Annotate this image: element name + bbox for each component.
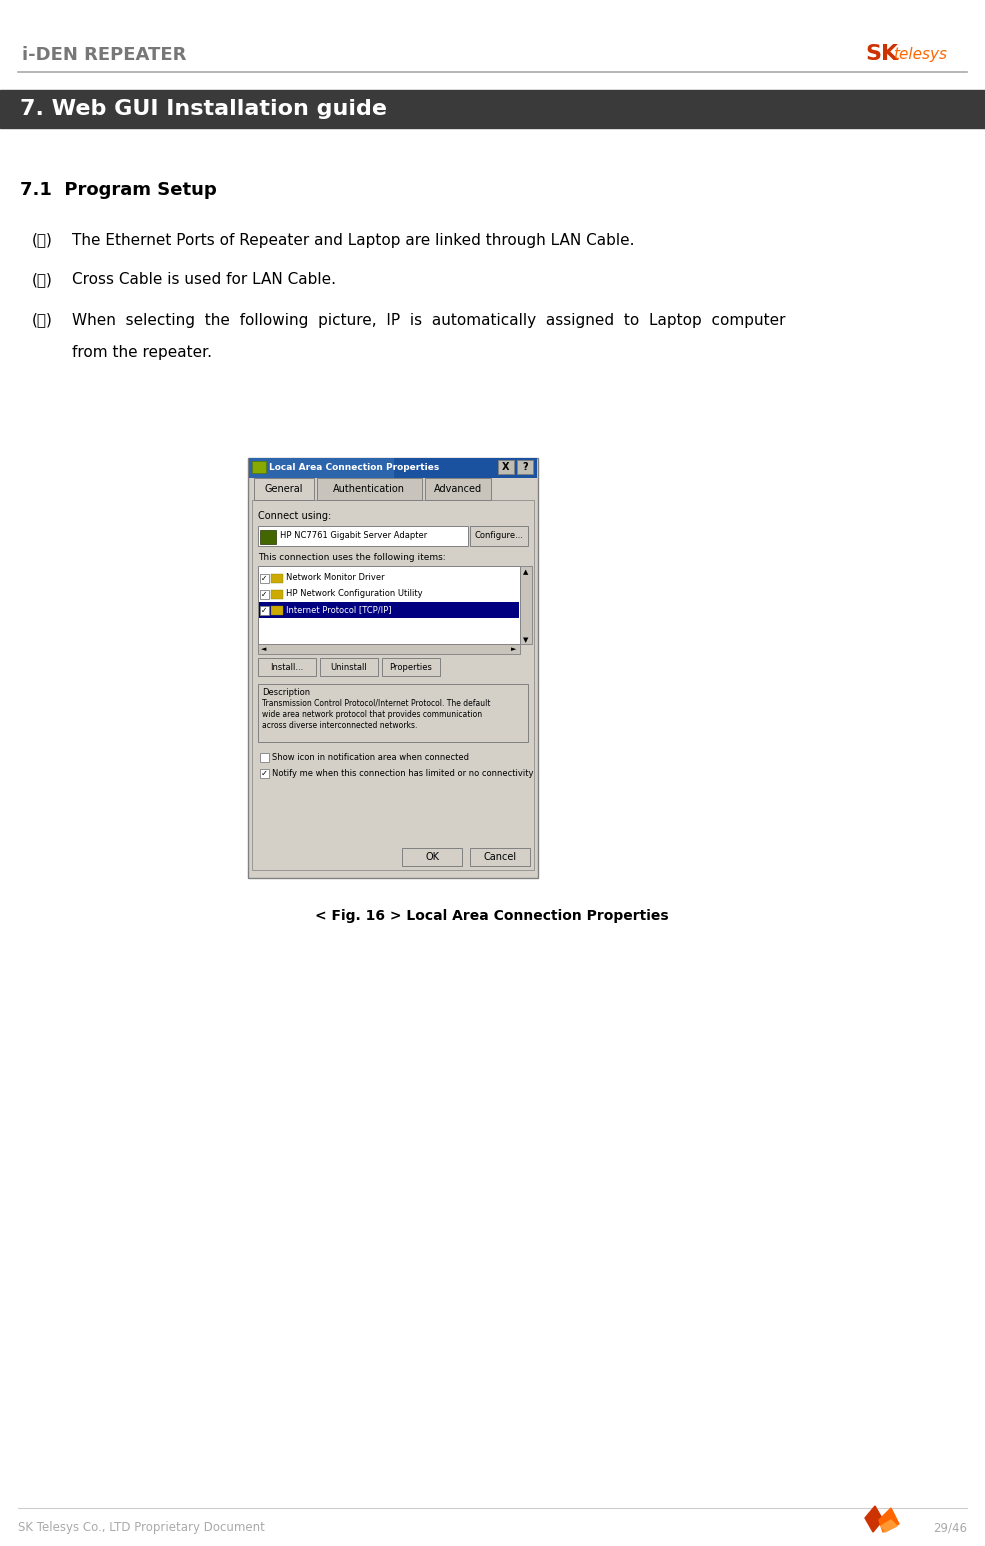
Text: When  selecting  the  following  picture,  IP  is  automatically  assigned  to  : When selecting the following picture, IP… xyxy=(72,312,785,328)
Bar xyxy=(252,461,266,473)
Text: Cancel: Cancel xyxy=(484,852,516,863)
Text: telesys: telesys xyxy=(893,46,947,62)
Text: i-DEN REPEATER: i-DEN REPEATER xyxy=(22,46,186,63)
Polygon shape xyxy=(879,1507,899,1532)
Text: (３): (３) xyxy=(32,312,53,328)
Bar xyxy=(258,526,468,546)
Text: from the repeater.: from the repeater. xyxy=(72,345,212,360)
Bar xyxy=(249,458,537,478)
Text: 7.1  Program Setup: 7.1 Program Setup xyxy=(20,181,217,199)
Text: (１): (１) xyxy=(32,232,53,247)
Text: This connection uses the following items:: This connection uses the following items… xyxy=(258,553,445,563)
Bar xyxy=(520,566,532,645)
Bar xyxy=(271,606,283,615)
Bar xyxy=(470,849,530,866)
Bar xyxy=(402,849,462,866)
Text: HP NC7761 Gigabit Server Adapter: HP NC7761 Gigabit Server Adapter xyxy=(280,532,427,541)
Polygon shape xyxy=(881,1520,897,1532)
Text: 7. Web GUI Installation guide: 7. Web GUI Installation guide xyxy=(20,99,387,119)
Text: Cross Cable is used for LAN Cable.: Cross Cable is used for LAN Cable. xyxy=(72,272,336,288)
Text: OK: OK xyxy=(425,852,439,863)
Bar xyxy=(470,526,528,546)
Bar xyxy=(260,753,269,762)
Text: < Fig. 16 > Local Area Connection Properties: < Fig. 16 > Local Area Connection Proper… xyxy=(315,909,669,923)
Text: wide area network protocol that provides communication: wide area network protocol that provides… xyxy=(262,710,482,719)
Text: Uninstall: Uninstall xyxy=(331,663,367,671)
Bar xyxy=(320,659,378,676)
Bar xyxy=(271,591,283,598)
Bar xyxy=(271,574,283,583)
Bar xyxy=(260,768,269,778)
Bar xyxy=(252,499,534,870)
Bar xyxy=(498,461,514,475)
Text: Authentication: Authentication xyxy=(333,484,405,495)
Text: ▲: ▲ xyxy=(523,569,529,575)
Bar xyxy=(249,458,394,478)
Bar xyxy=(517,461,533,475)
Bar xyxy=(382,659,440,676)
Bar xyxy=(0,90,985,128)
Text: ?: ? xyxy=(522,462,528,472)
Text: Description: Description xyxy=(262,688,310,697)
Text: Local Area Connection Properties: Local Area Connection Properties xyxy=(269,464,439,473)
Text: (２): (２) xyxy=(32,272,53,288)
Text: SK: SK xyxy=(865,43,898,63)
Text: Connect using:: Connect using: xyxy=(258,512,331,521)
Text: ✓: ✓ xyxy=(261,574,268,583)
Text: ✓: ✓ xyxy=(261,606,268,614)
Text: X: X xyxy=(502,462,510,472)
Bar xyxy=(258,566,520,645)
Text: Notify me when this connection has limited or no connectivity: Notify me when this connection has limit… xyxy=(272,768,534,778)
Bar xyxy=(254,478,313,499)
Text: General: General xyxy=(265,484,303,495)
Bar xyxy=(248,458,538,878)
Bar xyxy=(425,478,491,499)
Bar xyxy=(260,574,269,583)
Polygon shape xyxy=(865,1506,883,1532)
Bar xyxy=(260,591,269,598)
Text: ►: ► xyxy=(511,646,517,652)
Text: HP Network Configuration Utility: HP Network Configuration Utility xyxy=(286,589,423,598)
Text: ✓: ✓ xyxy=(261,768,268,778)
Text: Advanced: Advanced xyxy=(433,484,482,495)
Text: Show icon in notification area when connected: Show icon in notification area when conn… xyxy=(272,753,469,762)
Text: 29/46: 29/46 xyxy=(933,1521,967,1535)
Text: Internet Protocol [TCP/IP]: Internet Protocol [TCP/IP] xyxy=(286,606,391,614)
Bar xyxy=(258,683,528,742)
Bar xyxy=(258,659,316,676)
Text: Configure...: Configure... xyxy=(475,532,523,541)
Bar xyxy=(258,645,520,654)
Text: Transmission Control Protocol/Internet Protocol. The default: Transmission Control Protocol/Internet P… xyxy=(262,699,491,708)
Text: The Ethernet Ports of Repeater and Laptop are linked through LAN Cable.: The Ethernet Ports of Repeater and Lapto… xyxy=(72,232,634,247)
Text: across diverse interconnected networks.: across diverse interconnected networks. xyxy=(262,720,418,730)
Text: SK Telesys Co., LTD Proprietary Document: SK Telesys Co., LTD Proprietary Document xyxy=(18,1521,265,1535)
Text: Install...: Install... xyxy=(270,663,303,671)
Bar xyxy=(260,606,269,615)
Bar xyxy=(316,478,422,499)
Bar xyxy=(259,601,519,618)
Text: Network Monitor Driver: Network Monitor Driver xyxy=(286,574,384,583)
Text: ◄: ◄ xyxy=(261,646,267,652)
Text: ▼: ▼ xyxy=(523,637,529,643)
Text: Properties: Properties xyxy=(389,663,432,671)
Text: ✓: ✓ xyxy=(261,589,268,598)
Bar xyxy=(260,530,276,544)
